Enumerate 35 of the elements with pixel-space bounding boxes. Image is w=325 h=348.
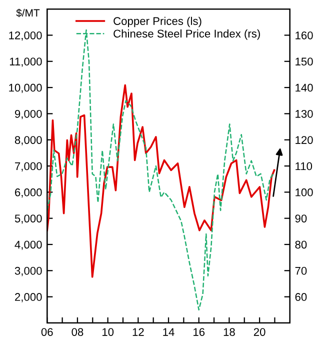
y2-tick-label: 130 [296, 110, 313, 118]
x-tick-label: 20 [254, 328, 266, 336]
legend-label: Copper Prices (ls) [114, 16, 202, 28]
y2-tick-label: 140 [296, 84, 313, 92]
legend-label: Chinese Steel Price Index (rs) [114, 29, 260, 40]
x-tick-label: 14 [163, 328, 174, 336]
y-tick-label: 10,000 [9, 84, 42, 93]
y-tick-label: 6,000 [15, 188, 42, 198]
y-axis-title: $/MT [16, 8, 40, 18]
y-tick-label: 11,000 [10, 58, 42, 67]
line-series [47, 29, 274, 310]
x-tick-label: 18 [224, 328, 235, 336]
x-tick-label: 06 [41, 328, 53, 336]
line-series [47, 84, 276, 278]
y-tick-label: 5,000 [14, 214, 42, 224]
y-tick-label: 3,000 [14, 266, 42, 276]
y2-tick-label: 160 [296, 31, 313, 40]
y2-tick-label: 150 [296, 58, 313, 66]
y-tick-label: 9,000 [14, 110, 42, 120]
y2-tick-label: 100 [296, 188, 313, 196]
y-tick-label: 2,000 [15, 293, 42, 302]
x-tick-label: 08 [72, 328, 84, 336]
y2-tick-label: 120 [296, 136, 313, 144]
x-tick-label: 10 [102, 328, 114, 336]
y2-tick-label: 90 [295, 214, 307, 222]
y2-tick-label: 110 [296, 162, 312, 170]
y2-tick-label: 70 [295, 266, 307, 275]
y-tick-label: 7,000 [15, 162, 42, 172]
y2-tick-label: 80 [295, 240, 307, 249]
y-tick-label: 8,000 [14, 136, 42, 146]
y-tick-label: 4,000 [14, 240, 42, 250]
y-tick-label: 12,000 [9, 31, 42, 41]
x-tick-label: 16 [194, 328, 205, 336]
y2-tick-label: 60 [295, 293, 307, 301]
x-tick-label: 12 [132, 328, 144, 336]
